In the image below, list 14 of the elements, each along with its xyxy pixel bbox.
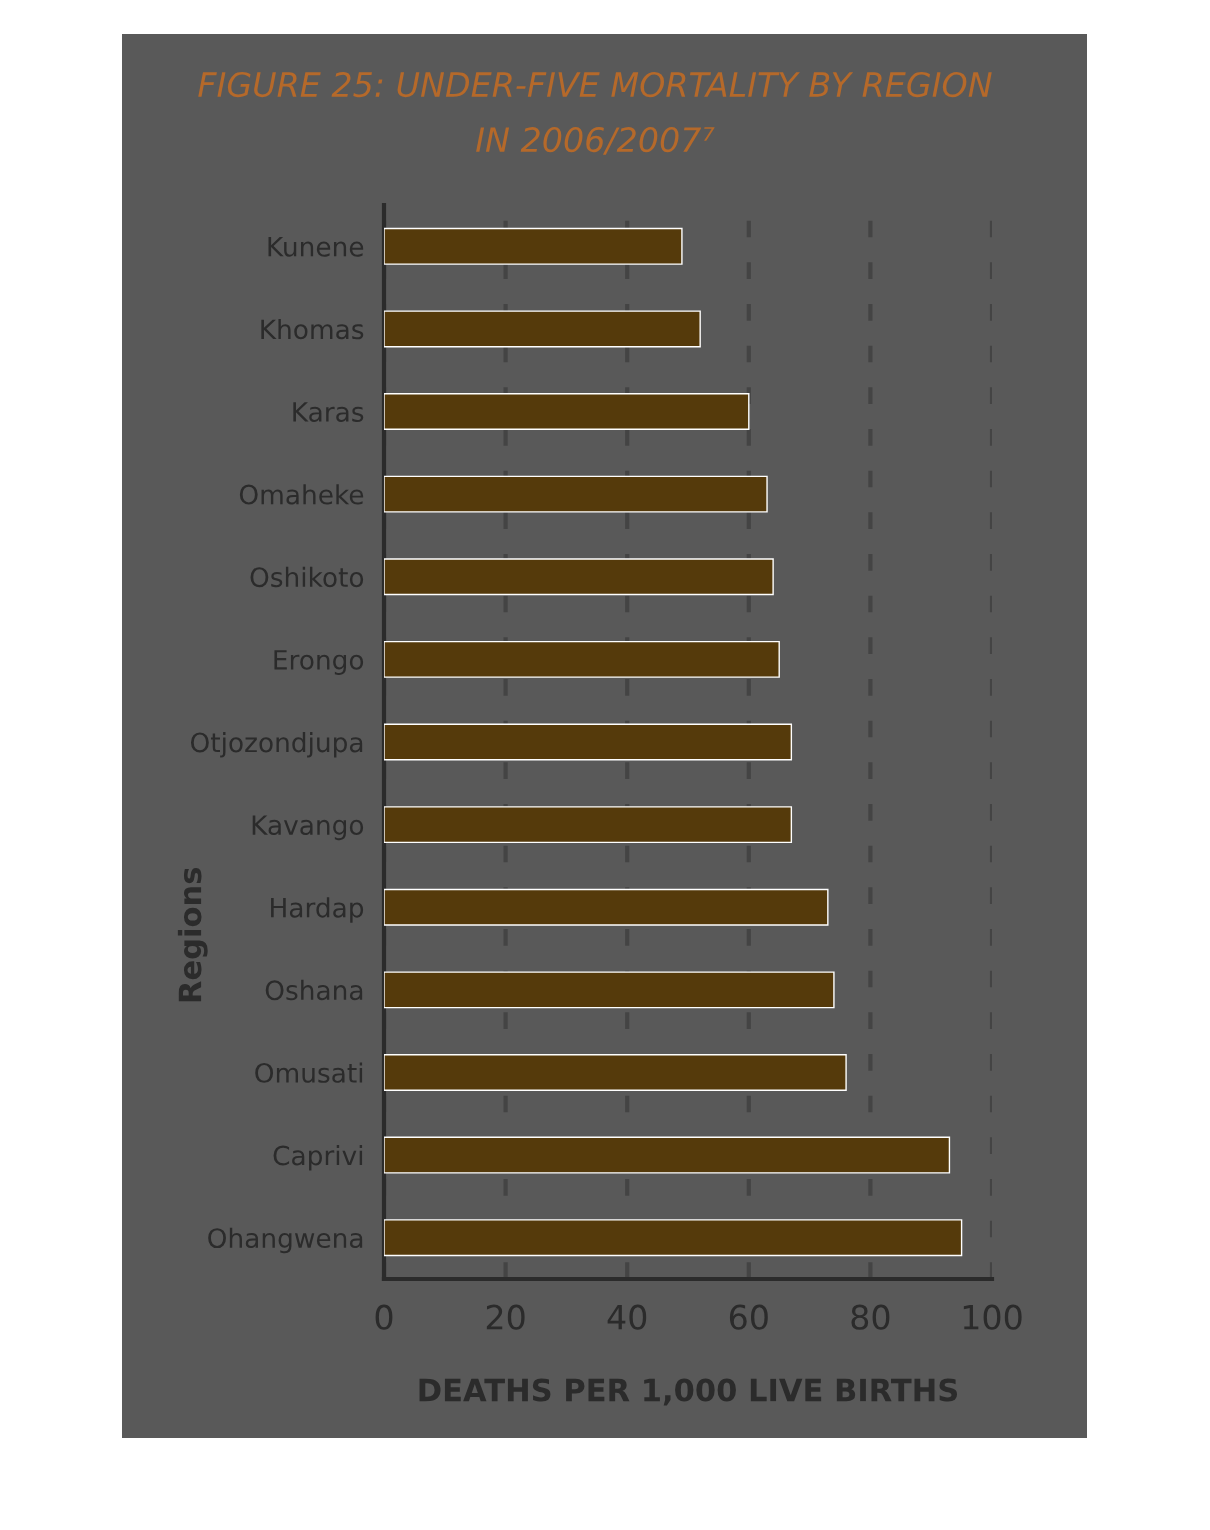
bar	[384, 723, 793, 761]
bar	[384, 1054, 847, 1091]
bar	[384, 310, 701, 348]
bar	[384, 806, 793, 844]
bar	[384, 640, 780, 678]
bar	[384, 393, 750, 430]
bar	[384, 475, 768, 513]
bar	[384, 971, 835, 1009]
bar	[384, 558, 774, 596]
chart-title: FIGURE 25: UNDER-FIVE MORTALITY BY REGION IN 2006/2007⁷	[198, 71, 992, 155]
bar	[384, 1219, 963, 1257]
bar	[384, 227, 683, 265]
bar	[384, 888, 829, 926]
bar	[384, 1136, 951, 1174]
